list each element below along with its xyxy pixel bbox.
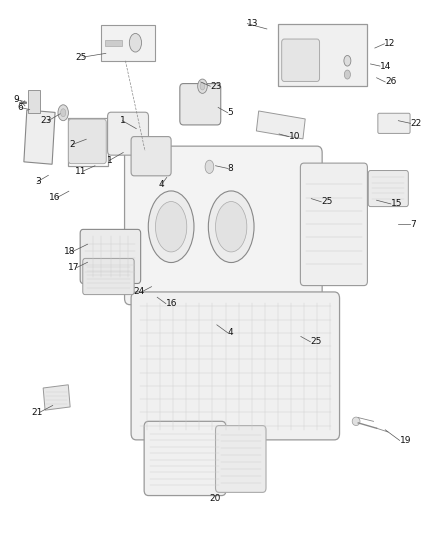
Text: 12: 12 bbox=[385, 39, 396, 49]
Text: 16: 16 bbox=[49, 193, 60, 202]
FancyBboxPatch shape bbox=[378, 114, 410, 133]
Bar bbox=[24, 110, 55, 164]
Ellipse shape bbox=[58, 105, 68, 120]
Text: 14: 14 bbox=[380, 62, 392, 70]
Ellipse shape bbox=[60, 109, 66, 117]
Text: 4: 4 bbox=[228, 328, 233, 337]
Text: 16: 16 bbox=[166, 299, 177, 308]
Ellipse shape bbox=[200, 83, 205, 90]
Ellipse shape bbox=[344, 70, 350, 79]
Text: 26: 26 bbox=[385, 77, 397, 86]
Text: 24: 24 bbox=[133, 287, 144, 296]
Text: 8: 8 bbox=[228, 164, 233, 173]
Text: 4: 4 bbox=[159, 180, 165, 189]
Text: 13: 13 bbox=[247, 19, 259, 28]
Ellipse shape bbox=[129, 34, 141, 52]
FancyBboxPatch shape bbox=[80, 229, 141, 284]
FancyBboxPatch shape bbox=[144, 421, 226, 496]
Bar bbox=[101, 25, 155, 61]
Text: 20: 20 bbox=[209, 494, 220, 503]
Ellipse shape bbox=[155, 201, 187, 252]
FancyBboxPatch shape bbox=[131, 292, 339, 440]
FancyBboxPatch shape bbox=[215, 425, 266, 492]
Text: 15: 15 bbox=[391, 199, 403, 208]
Text: 5: 5 bbox=[228, 108, 233, 117]
FancyBboxPatch shape bbox=[131, 136, 171, 176]
Text: 9: 9 bbox=[13, 95, 19, 104]
Ellipse shape bbox=[352, 417, 360, 425]
FancyBboxPatch shape bbox=[124, 146, 322, 305]
Bar bbox=[278, 23, 367, 86]
Text: 25: 25 bbox=[311, 337, 322, 346]
Text: 1: 1 bbox=[120, 116, 125, 125]
FancyBboxPatch shape bbox=[68, 119, 106, 164]
Bar bbox=[67, 118, 108, 166]
Text: 2: 2 bbox=[70, 140, 75, 149]
Text: 25: 25 bbox=[321, 197, 332, 206]
FancyBboxPatch shape bbox=[300, 163, 367, 286]
Text: 10: 10 bbox=[289, 132, 300, 141]
Text: 17: 17 bbox=[68, 263, 80, 272]
Text: 21: 21 bbox=[32, 408, 43, 417]
Bar bbox=[105, 39, 121, 46]
Text: 7: 7 bbox=[410, 220, 416, 229]
FancyBboxPatch shape bbox=[180, 84, 221, 125]
Text: 22: 22 bbox=[410, 119, 422, 128]
Text: 23: 23 bbox=[210, 82, 222, 91]
Text: 18: 18 bbox=[64, 247, 75, 256]
FancyBboxPatch shape bbox=[368, 171, 408, 207]
Bar bbox=[28, 91, 40, 113]
Text: 3: 3 bbox=[35, 177, 41, 186]
Ellipse shape bbox=[208, 191, 254, 263]
Text: 11: 11 bbox=[75, 166, 86, 175]
Bar bbox=[256, 111, 305, 139]
Ellipse shape bbox=[205, 160, 214, 173]
FancyBboxPatch shape bbox=[108, 112, 148, 155]
Text: 23: 23 bbox=[40, 116, 51, 125]
Text: 6: 6 bbox=[18, 103, 23, 112]
Ellipse shape bbox=[215, 201, 247, 252]
Bar bbox=[43, 385, 70, 410]
FancyBboxPatch shape bbox=[83, 259, 134, 295]
Text: 25: 25 bbox=[75, 53, 86, 62]
Text: 1: 1 bbox=[106, 156, 113, 165]
Ellipse shape bbox=[198, 79, 207, 93]
Ellipse shape bbox=[148, 191, 194, 263]
Text: 19: 19 bbox=[399, 436, 411, 445]
FancyBboxPatch shape bbox=[282, 39, 320, 82]
Ellipse shape bbox=[344, 55, 351, 66]
